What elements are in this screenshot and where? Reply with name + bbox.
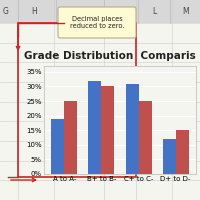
Text: L: L xyxy=(152,7,156,16)
Bar xyxy=(176,130,189,174)
Text: H: H xyxy=(31,7,37,16)
Bar xyxy=(88,81,101,174)
Bar xyxy=(18,23,136,177)
FancyBboxPatch shape xyxy=(58,7,136,38)
Text: Grade Distribution  Comparis: Grade Distribution Comparis xyxy=(24,51,195,61)
Bar xyxy=(101,86,114,174)
Bar xyxy=(126,84,139,174)
Bar xyxy=(0,0,200,23)
Text: Decimal places
reduced to zero.: Decimal places reduced to zero. xyxy=(70,16,124,29)
Bar xyxy=(64,101,77,174)
Bar xyxy=(51,119,64,174)
Text: I: I xyxy=(71,7,73,16)
Text: G: G xyxy=(3,7,9,16)
Bar xyxy=(139,101,152,174)
Bar xyxy=(163,139,176,174)
Text: M: M xyxy=(183,7,189,16)
